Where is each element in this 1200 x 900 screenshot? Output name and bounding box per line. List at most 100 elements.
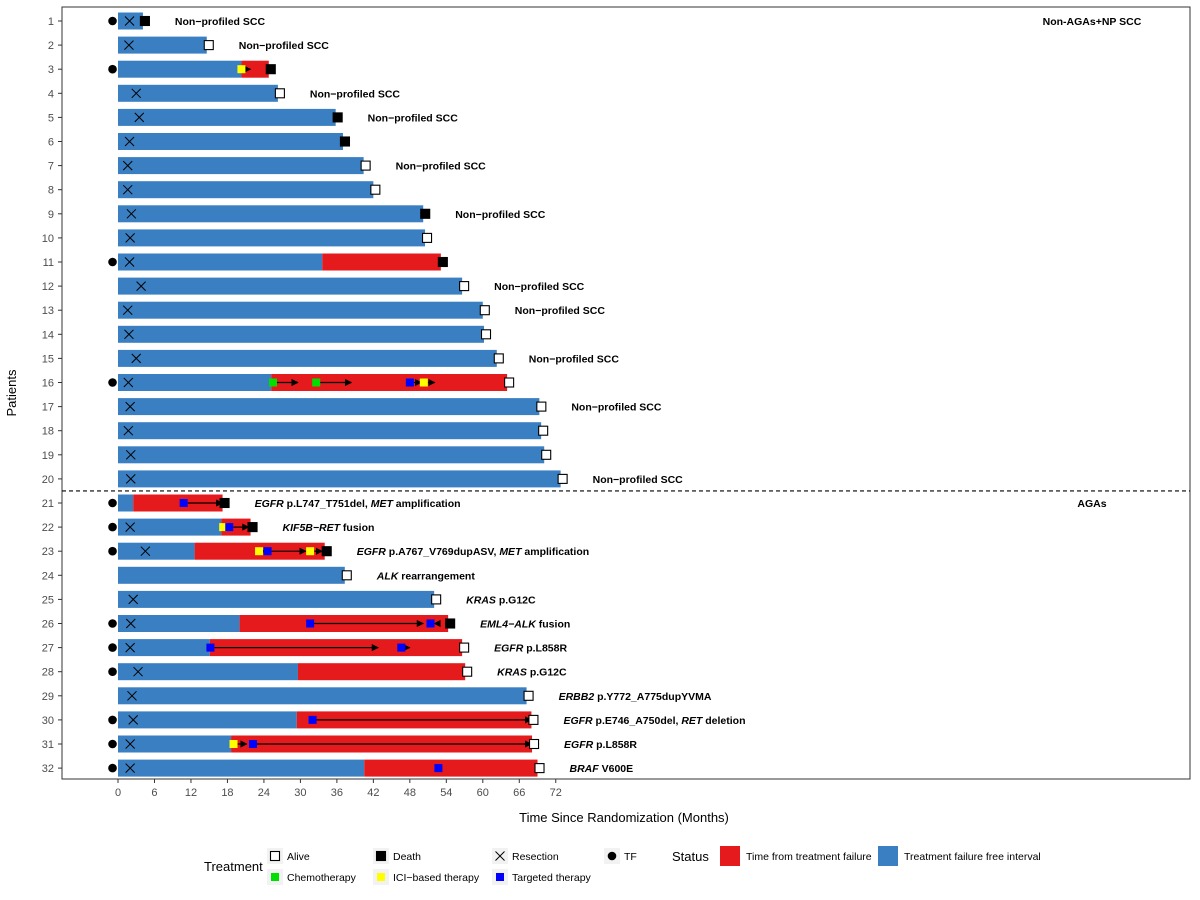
alive-marker xyxy=(203,40,214,51)
tf-dot xyxy=(108,64,117,74)
legend-ici-symbol xyxy=(377,873,385,881)
legend-death-symbol xyxy=(375,850,387,862)
targeted-therapy-marker xyxy=(434,764,443,773)
y-tick-label: 7 xyxy=(48,161,54,173)
resection-marker xyxy=(124,136,135,147)
gene-name: ERBB2 xyxy=(559,691,595,703)
x-tick-label: 42 xyxy=(367,787,379,799)
legend-tffi-swatch xyxy=(878,846,898,866)
patient-8-tffi-bar xyxy=(118,181,374,199)
legend-status-label: Treatment failure free interval xyxy=(904,851,1041,863)
alive-marker xyxy=(274,88,285,99)
resection-stroke xyxy=(125,618,136,629)
resection-stroke xyxy=(127,690,137,701)
mutation-label: KRAS p.G12C xyxy=(497,667,567,679)
gene-name: BRAF xyxy=(570,763,600,775)
alive-marker xyxy=(528,714,539,725)
resection-stroke xyxy=(124,257,135,267)
y-tick-label: 11 xyxy=(43,257,54,269)
patient-24-tffi-bar xyxy=(118,566,345,584)
death-marker xyxy=(247,522,258,533)
patient-13-tffi-bar xyxy=(118,301,483,319)
ici-therapy-marker xyxy=(237,65,246,74)
death-marker xyxy=(339,136,351,147)
alive-marker xyxy=(528,738,540,750)
resection-marker xyxy=(136,281,146,291)
patient-label: Non−profiled SCC xyxy=(515,305,606,317)
patient-9-tffi-bar xyxy=(118,205,424,223)
legend-label: TF xyxy=(624,851,637,863)
group-label: AGAs xyxy=(1077,498,1106,510)
x-tick-label: 24 xyxy=(258,787,270,799)
resection-stroke xyxy=(131,353,142,364)
y-axis-title: Patients xyxy=(4,369,19,416)
mutation-label: ERBB2 p.Y772_A775dupYVMA xyxy=(559,691,712,703)
axes-layer: 0 6 12 18 24 30 36 42 48 54 60 66 721234567891011121… xyxy=(42,16,1190,799)
patient-20-tffi-bar xyxy=(118,470,561,488)
resection-marker xyxy=(125,522,136,532)
resection-marker xyxy=(134,112,145,123)
resection-marker xyxy=(123,377,134,388)
mutation-label: EGFR p.L858R xyxy=(494,643,567,655)
markers-layer xyxy=(108,15,568,774)
patient-1-tffi-bar xyxy=(118,12,143,30)
resection-stroke xyxy=(131,88,142,99)
legend-targeted-symbol xyxy=(496,873,504,881)
patient-11-tffi-bar xyxy=(118,253,323,271)
y-tick-label: 8 xyxy=(48,185,54,197)
y-tick-label: 20 xyxy=(42,474,54,486)
y-tick-label: 2 xyxy=(48,40,54,52)
mutation-label: EGFR p.E746_A750del, RET deletion xyxy=(563,715,745,727)
legend-label: Alive xyxy=(287,851,310,863)
y-tick-label: 22 xyxy=(42,522,54,534)
resection-marker xyxy=(128,715,139,725)
resection-marker xyxy=(123,425,134,436)
variant-text: amplification xyxy=(393,498,461,510)
y-tick-label: 16 xyxy=(42,378,54,390)
resection-marker xyxy=(131,353,142,364)
patient-32-failure-bar xyxy=(364,759,538,777)
patient-32-tffi-bar xyxy=(118,759,365,777)
resection-stroke xyxy=(125,401,136,412)
mutation-label: KIF5B−RET fusion xyxy=(283,522,375,534)
alive-marker xyxy=(341,570,352,581)
variant-text: p.G12C xyxy=(496,594,536,606)
variant-text: deletion xyxy=(702,715,745,727)
patient-label: Non−profiled SCC xyxy=(571,402,662,414)
death-marker xyxy=(139,15,150,27)
x-tick-label: 48 xyxy=(404,787,416,799)
death-marker xyxy=(219,497,230,509)
resection-stroke xyxy=(126,208,137,219)
gene-name: KRAS xyxy=(497,667,527,679)
resection-marker xyxy=(140,546,151,557)
alive-marker xyxy=(459,281,470,292)
resection-stroke xyxy=(124,329,134,340)
alive-marker xyxy=(541,449,552,460)
variant-text: p.A767_V769dupASV, xyxy=(386,546,499,558)
alive-marker xyxy=(370,184,381,195)
resection-marker xyxy=(122,184,133,195)
y-tick-label: 26 xyxy=(42,619,54,631)
resection-stroke xyxy=(124,16,135,26)
death-marker xyxy=(321,546,332,557)
patient-21-failure-bar xyxy=(133,494,223,512)
patient-16-tffi-bar xyxy=(118,374,272,391)
patient-21-tffi-bar xyxy=(118,494,134,512)
legend: Treatment Alive Death Resection TF Chemothera… xyxy=(204,846,1041,885)
resection-stroke xyxy=(125,522,136,532)
alive-marker xyxy=(479,305,490,316)
resection-stroke xyxy=(136,281,146,291)
patient-29-tffi-bar xyxy=(118,687,527,705)
gene-name: MET xyxy=(499,546,523,558)
mutation-label: ALK rearrangement xyxy=(376,570,476,582)
variant-text: p.Y772_A775dupYVMA xyxy=(594,691,712,703)
tf-dot xyxy=(108,16,117,26)
targeted-therapy-marker xyxy=(206,643,215,652)
death-marker xyxy=(420,208,431,219)
chemo-therapy-marker xyxy=(312,378,321,387)
alive-marker xyxy=(534,763,545,774)
y-tick-label: 28 xyxy=(42,667,54,679)
patient-4-tffi-bar xyxy=(118,84,278,102)
death-marker xyxy=(445,618,456,629)
alive-marker xyxy=(523,690,534,701)
